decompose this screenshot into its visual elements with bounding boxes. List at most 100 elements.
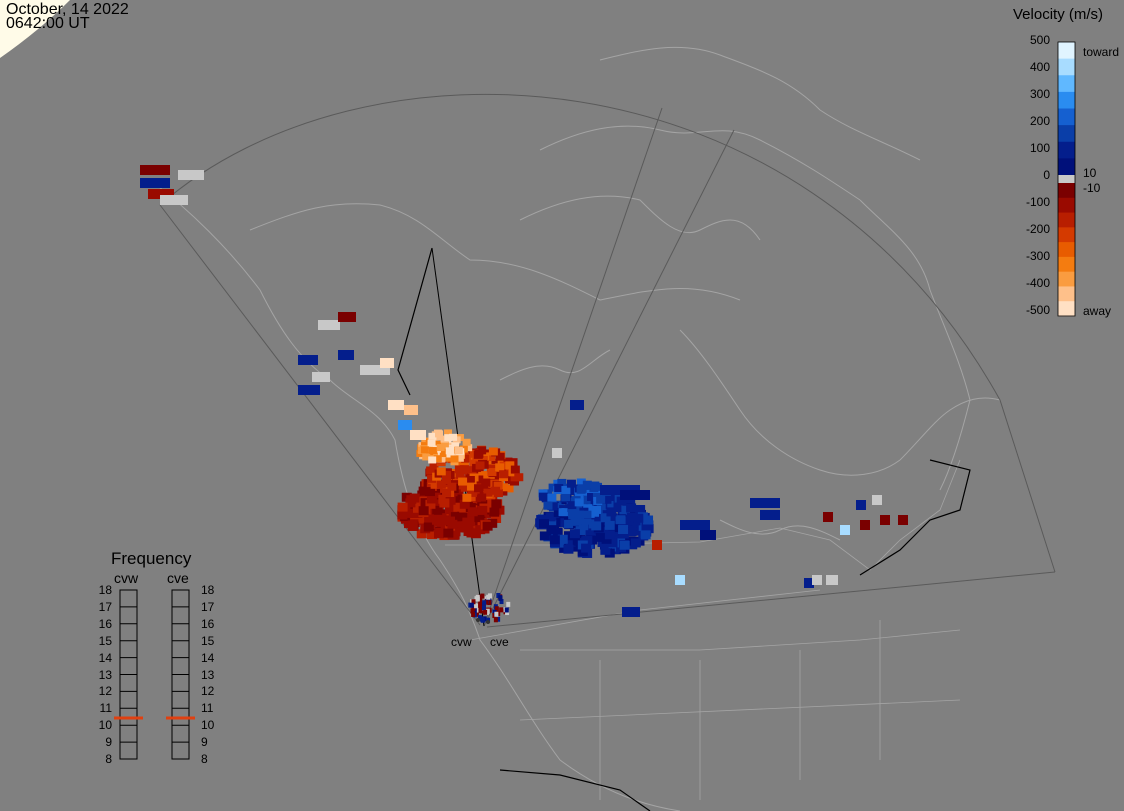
scatter-cell (160, 195, 188, 205)
vel-tick: 200 (1029, 114, 1050, 128)
scatter-cell (569, 542, 580, 552)
scatter-cell (439, 450, 448, 458)
scatter-cell (603, 501, 614, 511)
scatter-cell (604, 530, 615, 540)
daylight-region (0, 0, 70, 58)
scatter-cell (557, 534, 568, 544)
vel-tick: 300 (1029, 87, 1050, 101)
scatter-cell (436, 444, 445, 452)
scatter-cell (430, 450, 439, 458)
scatter-cell (499, 599, 504, 605)
scatter-cell (561, 493, 571, 502)
scatter-cell (442, 476, 452, 485)
frequency-label: 12 (201, 684, 215, 699)
scatter-cell (488, 447, 498, 456)
scatter-cell (140, 178, 170, 188)
vel-tick: 100 (1029, 141, 1050, 155)
scatter-cell (480, 593, 485, 599)
scatter-cell (398, 420, 412, 430)
scatter-cell (499, 483, 509, 492)
scatter-cell (454, 465, 464, 474)
colorbar-segment (1058, 197, 1075, 214)
scatter-cell (554, 483, 564, 492)
scatter-cell (464, 444, 473, 452)
scatter-cell (453, 502, 464, 512)
scatter-cell (478, 602, 483, 608)
frequency-label: 12 (98, 684, 112, 699)
vel-tick: 0 (1043, 168, 1050, 182)
scatter-cell (442, 488, 452, 497)
neg-threshold-label: -10 (1083, 181, 1101, 195)
colorbar-segment (1058, 183, 1075, 199)
frequency-label: 18 (98, 583, 112, 597)
scatter-cell (567, 509, 577, 518)
vel-tick: -300 (1025, 249, 1050, 263)
scatter-cell (462, 493, 472, 502)
frequency-title: Frequency (111, 549, 192, 568)
scatter-cell (474, 449, 484, 458)
scatter-cell (872, 495, 882, 505)
scatter-cell (494, 606, 499, 612)
frequency-label: 10 (98, 718, 112, 733)
scatter-cell (469, 602, 474, 608)
scatter-cell (581, 543, 592, 553)
frequency-label: 14 (98, 650, 112, 665)
scatter-cell (298, 355, 318, 365)
velocity-title: Velocity (m/s) (1013, 6, 1104, 23)
scatter-cell (431, 515, 442, 525)
scatter-cell (422, 453, 431, 461)
scatter-cell (148, 189, 174, 199)
scatter-cell (478, 605, 483, 611)
scatter-cell (591, 521, 602, 531)
scatter-cell (430, 489, 441, 499)
scatter-cell (442, 470, 452, 479)
scatter-cell (421, 437, 430, 445)
scatter-cell (486, 594, 491, 600)
scatter-cell (478, 598, 483, 604)
scatter-cell (625, 536, 636, 546)
scatter-cell (760, 510, 780, 520)
scatter-cell (557, 478, 567, 487)
scatter-cell (460, 465, 470, 474)
scatter-cell (471, 605, 476, 611)
scatter-cell (602, 495, 612, 504)
scatter-cell (416, 529, 427, 539)
scatter-cell (440, 441, 449, 449)
scatter-cell (680, 520, 710, 530)
scatter-cell (444, 429, 453, 437)
borders (445, 459, 961, 800)
scatter-cell (420, 446, 429, 454)
scatter-cell (475, 607, 480, 613)
scatter-cell (494, 611, 499, 617)
scatter-cell (427, 530, 438, 540)
scatter-cell (548, 483, 558, 492)
scatter-cell (486, 452, 496, 461)
scatter-cell (576, 478, 586, 487)
scatter-cell (435, 527, 446, 537)
scatter-cell (479, 616, 484, 622)
frequency-label: 8 (201, 752, 208, 766)
colorbar-segment (1058, 125, 1075, 143)
scatter-cell (483, 488, 493, 497)
scatter-cell (457, 512, 468, 522)
scatter-cell (675, 575, 685, 585)
scatter-cell (546, 525, 557, 535)
scatter-cell (479, 483, 489, 492)
scatter-cell (450, 512, 461, 522)
scatter-cell (397, 510, 408, 520)
scatter-cell (426, 494, 437, 504)
colorbar-segment (1058, 175, 1075, 183)
scatter-cell (538, 492, 548, 501)
scatter-cell (482, 600, 487, 606)
scatter-cell (418, 506, 429, 516)
scatter-cell (565, 537, 576, 547)
scatter-cell (460, 483, 470, 492)
scatter-cell (643, 520, 654, 530)
scatter-cell (499, 470, 509, 479)
frequency-label: 13 (98, 667, 112, 682)
velocity-colorbar (1057, 41, 1076, 317)
scatter-cell (561, 485, 571, 494)
scatter-cell (563, 519, 574, 529)
scatter-cell (626, 527, 637, 537)
